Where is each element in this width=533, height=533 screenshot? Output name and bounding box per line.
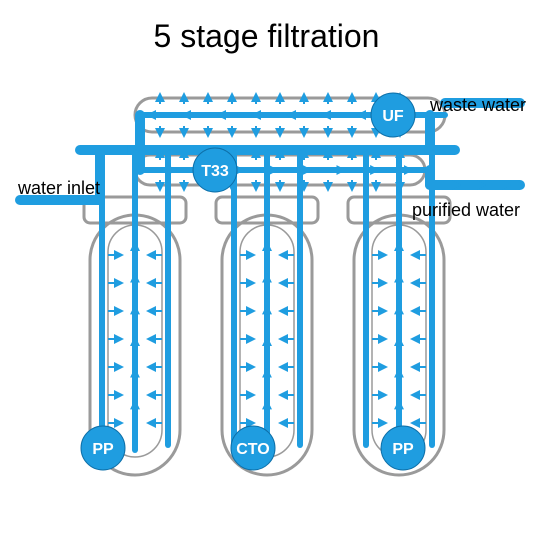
badge-pp-right: PP [392,441,414,458]
water-inlet-label: water inlet [18,178,100,199]
purified-water-label: purified water [412,200,520,221]
filtration-diagram: PP CTO PP UF T33 [0,0,533,533]
badge-t33: T33 [201,163,229,180]
waste-water-label: waste water [430,95,526,116]
badge-cto: CTO [236,441,269,458]
badge-pp-left: PP [92,441,114,458]
badge-uf: UF [382,108,404,125]
